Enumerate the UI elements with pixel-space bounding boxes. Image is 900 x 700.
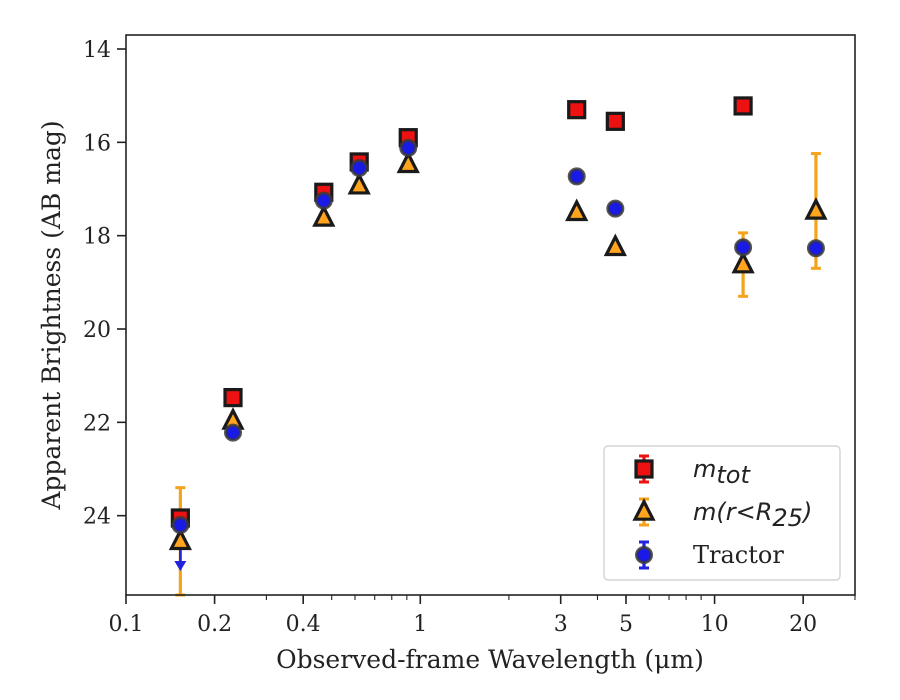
x-tick-label: 0.4: [286, 612, 321, 637]
legend-label-main: m: [693, 455, 716, 483]
data-point-circle: [314, 191, 333, 210]
data-point-square: [733, 96, 753, 116]
legend-label-subscript: tot: [716, 461, 751, 489]
data-point-circle: [399, 138, 418, 157]
x-axis-label: Observed-frame Wavelength (μm): [276, 645, 704, 674]
x-tick-label: 20: [789, 612, 817, 637]
legend-label: mtot: [693, 455, 751, 489]
y-tick-label: 20: [83, 318, 111, 343]
legend-label: Tractor: [693, 541, 784, 569]
legend-marker-triangle: [632, 498, 656, 521]
legend-label: m(r<R25): [693, 498, 812, 532]
data-point-circle: [567, 167, 586, 186]
data-point-circle: [171, 516, 190, 534]
data-point-triangle: [347, 171, 371, 195]
y-tick-label: 18: [83, 225, 111, 250]
data-point-triangle: [312, 204, 336, 227]
data-point-square: [223, 388, 243, 408]
data-point-triangle: [731, 250, 755, 274]
legend-marker-circle: [635, 546, 653, 564]
legend-marker-square: [634, 459, 654, 479]
x-tick-label: 3: [554, 612, 568, 637]
data-point-triangle: [168, 527, 192, 551]
legend: mtot m(r<R25) Tractor: [603, 445, 841, 581]
x-tick-label: 10: [701, 612, 729, 637]
data-point-square: [605, 111, 625, 131]
data-point-circle: [224, 423, 243, 442]
data-point-circle: [606, 199, 625, 218]
y-tick-label: 22: [83, 411, 111, 436]
y-tick-label: 14: [83, 38, 111, 63]
x-tick-label: 1: [413, 612, 427, 637]
y-axis-label: Apparent Brightness (AB mag): [37, 120, 66, 510]
legend-box: [603, 445, 841, 581]
data-point-triangle: [804, 197, 828, 220]
y-tick-label: 16: [83, 131, 111, 156]
data-point-triangle: [565, 198, 589, 222]
legend-label-subscript: 25: [772, 504, 803, 532]
legend-label-close: ): [801, 498, 812, 526]
data-point-square: [567, 100, 587, 120]
plot-frame: [125, 34, 856, 596]
data-point-circle: [734, 238, 753, 257]
x-tick-label: 0.2: [197, 612, 232, 637]
data-point-triangle: [603, 233, 627, 257]
legend-label-main: m(r<R: [693, 498, 772, 526]
y-tick-label: 24: [83, 505, 111, 530]
data-point-triangle: [396, 150, 420, 174]
markers: [168, 96, 828, 551]
ticks: 0.1 0.2 0.4 1 3 5 10 20 14 16 18 20 22 24: [83, 38, 856, 637]
data-point-circle: [806, 239, 825, 258]
upper-limit-arrow: [174, 561, 187, 571]
x-tick-label: 0.1: [109, 612, 144, 637]
data-point-circle: [350, 159, 369, 177]
x-tick-label: 5: [619, 612, 633, 637]
